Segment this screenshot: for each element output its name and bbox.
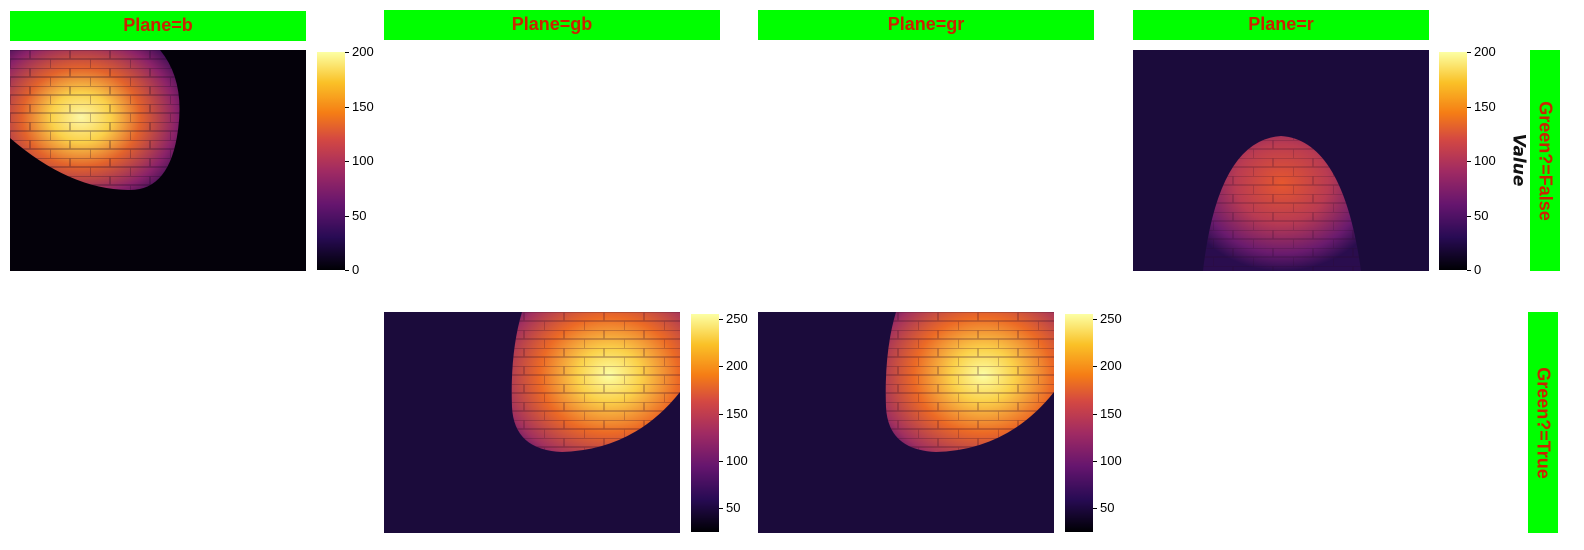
colorbar-tick-label: 50 [1474, 208, 1489, 223]
colorbar-tick-label: 100 [1100, 453, 1122, 468]
colorbar-tick-mark [1093, 366, 1097, 367]
colorbar-tick-mark [345, 270, 349, 271]
colorbar-tick-label: 250 [1100, 311, 1122, 326]
colorbar-tick-mark [345, 52, 349, 53]
colorbar-tick-label: 100 [1474, 153, 1496, 168]
colorbar-tick-label: 100 [352, 153, 374, 168]
colorbar-tick-mark [1093, 319, 1097, 320]
colorbar-tick-mark [1093, 508, 1097, 509]
column-title-gb: Plane=gb [384, 10, 720, 40]
colorbar-tick-mark [345, 161, 349, 162]
column-title-b: Plane=b [10, 11, 306, 41]
colorbar-tick-mark [345, 107, 349, 108]
column-title-r: Plane=r [1133, 10, 1429, 40]
heatmap-r-false [1133, 50, 1429, 271]
colorbar-r-false [1439, 52, 1467, 270]
colorbar-tick-mark [719, 319, 723, 320]
colorbar-tick-label: 200 [352, 44, 374, 59]
colorbar-tick-mark [345, 216, 349, 217]
colorbar-tick-label: 150 [1100, 406, 1122, 421]
colorbar-tick-mark [1467, 52, 1471, 53]
row-title-false: Green?=False [1530, 50, 1560, 271]
colorbar-tick-label: 50 [1100, 500, 1115, 515]
colorbar-gr-true [1065, 314, 1093, 532]
colorbar-tick-mark [719, 366, 723, 367]
colorbar-tick-mark [719, 461, 723, 462]
heatmap-b-false [10, 50, 306, 271]
colorbar-tick-label: 200 [1100, 358, 1122, 373]
colorbar-tick-mark [1467, 107, 1471, 108]
column-title-gr: Plane=gr [758, 10, 1094, 40]
colorbar-tick-label: 50 [726, 500, 741, 515]
colorbar-gb-true [691, 314, 719, 532]
colorbar-tick-label: 150 [1474, 99, 1496, 114]
colorbar-tick-label: 50 [352, 208, 367, 223]
heatmap-gb-true [384, 312, 680, 533]
colorbar-tick-label: 0 [352, 262, 360, 277]
colorbar-tick-mark [1093, 414, 1097, 415]
colorbar-tick-mark [1093, 461, 1097, 462]
colorbar-tick-label: 150 [726, 406, 748, 421]
colorbar-tick-label: 150 [352, 99, 374, 114]
colorbar-tick-mark [1467, 270, 1471, 271]
colorbar-tick-mark [1467, 161, 1471, 162]
colorbar-tick-label: 200 [1474, 44, 1496, 59]
colorbar-tick-label: 200 [726, 358, 748, 373]
heatmap-gr-true [758, 312, 1054, 533]
colorbar-tick-label: 0 [1474, 262, 1482, 277]
colorbar-tick-label: 100 [726, 453, 748, 468]
colorbar-tick-mark [719, 414, 723, 415]
colorbar-tick-mark [1467, 216, 1471, 217]
colorbar-tick-mark [719, 508, 723, 509]
row-title-true: Green?=True [1528, 312, 1558, 533]
colorbar-tick-label: 250 [726, 311, 748, 326]
colorbar-label: Value [1508, 133, 1529, 187]
colorbar-b-false [317, 52, 345, 270]
